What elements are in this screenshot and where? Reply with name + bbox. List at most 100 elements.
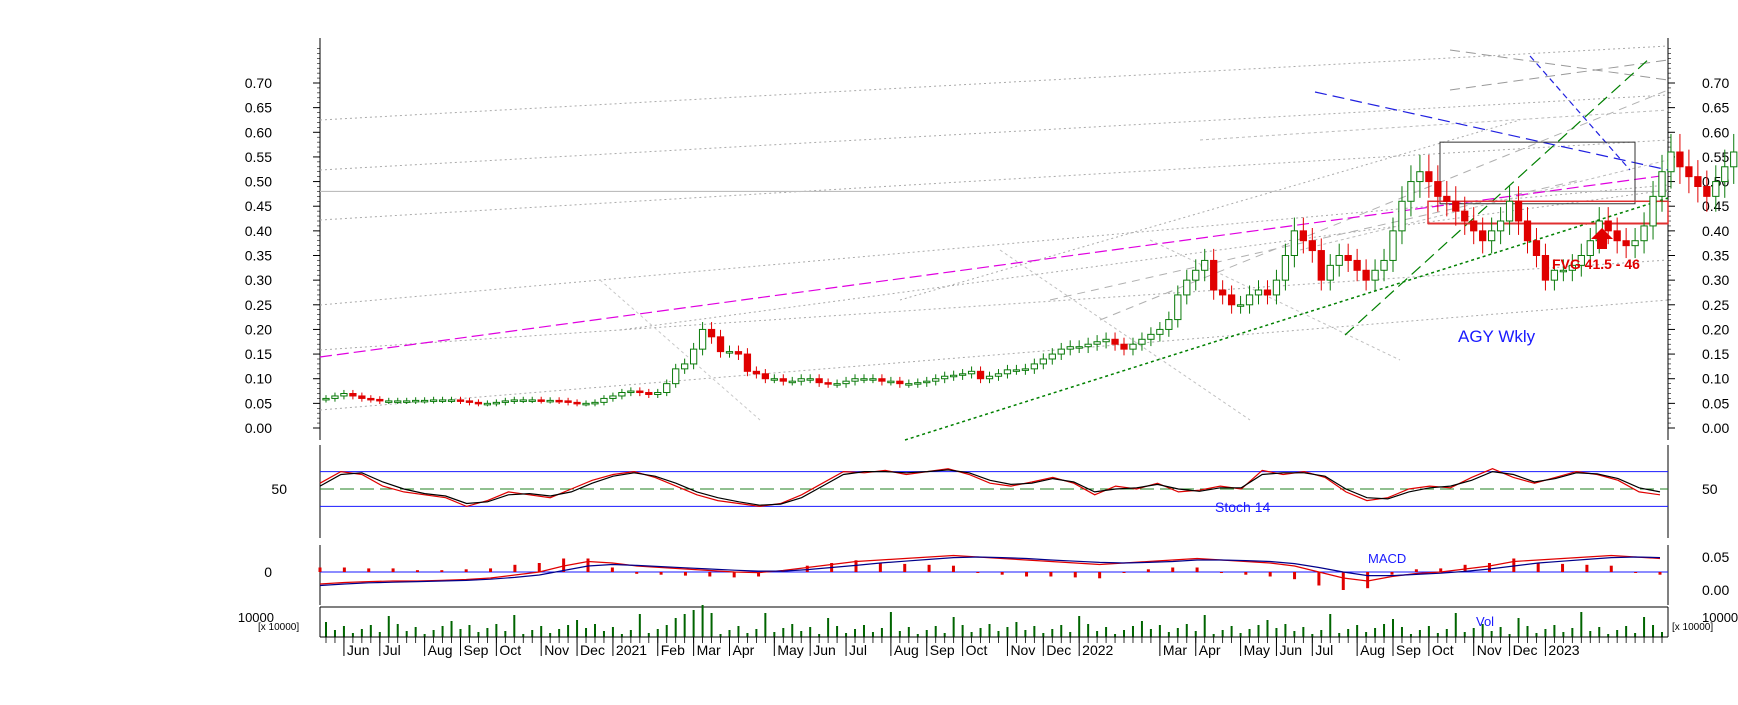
macd-histogram-bar	[903, 563, 907, 572]
candle-down	[1514, 200, 1523, 222]
candle-up	[403, 400, 411, 403]
candle-up	[1658, 171, 1666, 197]
candle-down	[1452, 200, 1460, 212]
candle-up	[950, 374, 958, 378]
macd-histogram-bar	[1025, 572, 1029, 577]
volume-bar	[970, 632, 973, 637]
candle-up	[1021, 368, 1030, 371]
candle-up	[1129, 343, 1137, 350]
macd-histogram-bar	[1341, 572, 1345, 590]
candle-up	[501, 400, 509, 403]
candle-up	[941, 375, 949, 380]
volume-bar	[450, 621, 453, 637]
trendline	[1199, 109, 1669, 141]
symbol-label: AGY Wkly	[1458, 327, 1536, 346]
volume-bar	[369, 625, 372, 637]
candle-down	[456, 399, 465, 402]
volume-bar	[1589, 631, 1592, 637]
x-tick-label: Apr	[1199, 642, 1221, 658]
volume-bar	[1472, 628, 1475, 637]
candle-down	[555, 399, 563, 403]
candle-down	[976, 370, 985, 380]
right-price-tick-label: 0.35	[1702, 248, 1729, 264]
volume-bar	[1490, 631, 1493, 637]
macd-histogram-bar	[732, 572, 736, 578]
candle-up	[1487, 230, 1496, 242]
x-tick-label: Oct	[966, 642, 988, 658]
volume-bar	[818, 634, 821, 637]
volume-bar	[791, 624, 794, 637]
macd-histogram-bar	[391, 568, 395, 572]
candle-down	[1685, 166, 1693, 178]
candle-down	[1344, 255, 1352, 261]
macd-histogram-bar	[1487, 563, 1491, 572]
candle-down	[878, 378, 886, 382]
left-price-tick-label: 0.70	[245, 75, 272, 91]
trendline	[319, 184, 1669, 306]
candle-down	[645, 392, 653, 395]
candle-down	[1461, 210, 1469, 222]
volume-bar	[1347, 629, 1350, 637]
macd-histogram-bar	[562, 558, 566, 572]
candle-up	[1371, 269, 1379, 281]
x-tick-label: Mar	[1163, 642, 1187, 658]
volume-bar	[531, 630, 534, 637]
volume-bar	[1069, 632, 1072, 637]
candle-down	[573, 401, 581, 405]
volume-bar	[809, 627, 812, 637]
volume-bar	[342, 626, 345, 637]
candle-down	[1263, 289, 1272, 296]
candle-down	[1532, 240, 1541, 256]
trendline	[1049, 179, 1581, 301]
macd-histogram-bar	[1000, 572, 1004, 575]
candle-up	[1326, 264, 1334, 281]
volume-bar	[638, 614, 641, 637]
candle-up	[1416, 171, 1424, 183]
candle-up	[447, 399, 456, 402]
x-tick-label: 2022	[1082, 642, 1113, 658]
macd-histogram-bar	[1122, 572, 1126, 573]
macd-histogram-bar	[1536, 563, 1540, 572]
candle-up	[842, 380, 850, 385]
macd-panel-label: MACD	[1368, 551, 1406, 566]
volume-bar	[755, 629, 758, 637]
macd-right-tick-label-bottom: 0.00	[1702, 582, 1729, 598]
volume-bar	[656, 629, 659, 637]
volume-bar	[414, 627, 417, 637]
volume-bar	[1634, 633, 1637, 637]
candle-up	[1577, 255, 1585, 266]
volume-bar	[432, 630, 435, 637]
candle-down	[1703, 186, 1711, 197]
candle-up	[860, 378, 868, 381]
volume-bar	[1580, 612, 1583, 637]
x-tick-label: Oct	[499, 642, 521, 658]
volume-bar	[351, 633, 354, 637]
left-price-tick-label: 0.15	[245, 346, 272, 362]
macd-histogram-bar	[367, 568, 371, 572]
candle-down	[564, 400, 572, 403]
volume-bar	[764, 613, 767, 637]
volume-bar	[827, 618, 830, 637]
candle-up	[689, 348, 698, 365]
macd-histogram-bar	[342, 567, 346, 572]
volume-bar	[602, 631, 605, 637]
trendline	[319, 299, 1669, 411]
volume-bar	[325, 622, 327, 637]
macd-histogram-bar	[1244, 572, 1248, 575]
candle-up	[887, 380, 895, 384]
volume-bar	[1257, 625, 1260, 637]
volume-bar	[611, 627, 614, 637]
consolidation-box	[1439, 141, 1636, 205]
candle-up	[1559, 269, 1568, 273]
macd-histogram-bar	[1293, 572, 1297, 580]
candle-down	[1111, 338, 1119, 345]
x-tick-label: Jul	[849, 642, 867, 658]
vol-left-unit-label: [x 10000]	[258, 622, 299, 633]
candle-down	[376, 398, 384, 402]
left-price-tick-label: 0.50	[245, 174, 272, 190]
candle-up	[958, 373, 967, 376]
candle-up	[1075, 346, 1083, 349]
candle-up	[429, 399, 438, 402]
candle-up	[1407, 181, 1415, 202]
left-price-tick-label: 0.30	[245, 272, 272, 288]
